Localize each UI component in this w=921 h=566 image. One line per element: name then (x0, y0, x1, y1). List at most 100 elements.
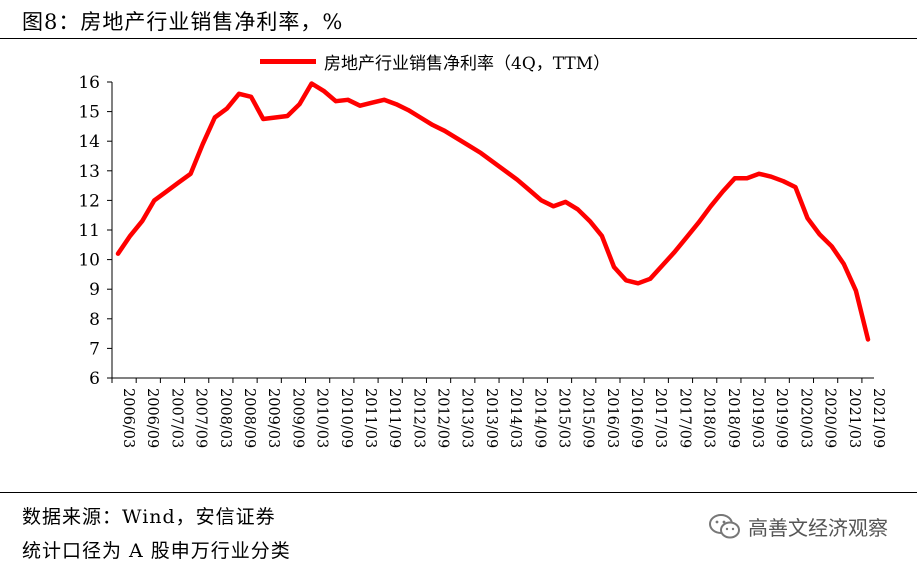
x-tick-label: 2008/09 (241, 388, 257, 448)
watermark: 高善文经济观察 (708, 512, 888, 541)
data-point (842, 262, 845, 266)
y-tick-label: 14 (78, 132, 100, 152)
x-tick-label: 2013/03 (459, 388, 475, 448)
x-tick-label: 2011/09 (386, 388, 402, 448)
data-point (419, 116, 422, 119)
data-point (431, 123, 434, 127)
data-point (806, 217, 809, 220)
data-point (794, 185, 797, 189)
x-tick-label: 2009/03 (265, 388, 281, 448)
data-point (395, 103, 398, 106)
data-point (274, 116, 277, 119)
data-point (685, 236, 688, 239)
wechat-icon (709, 513, 740, 538)
y-tick-label: 9 (89, 280, 100, 300)
x-tick-label: 2017/09 (676, 388, 692, 448)
x-tick-label: 2009/09 (289, 388, 305, 448)
x-tick-label: 2018/09 (725, 388, 741, 448)
data-point (346, 98, 350, 102)
legend: 房地产行业销售净利率（4Q，TTM） (260, 49, 610, 74)
data-point (116, 252, 120, 255)
y-tick-label: 11 (78, 221, 100, 241)
x-axis-ticks: 2006/03 2006/09 2007/03 2007/09 2008/03 2008/… (111, 378, 886, 448)
data-point (830, 245, 833, 248)
data-point (745, 177, 749, 180)
x-tick-label: 2015/03 (555, 388, 571, 448)
data-point (516, 178, 519, 181)
data-point (528, 188, 531, 192)
x-tick-label: 2021/09 (870, 388, 886, 448)
y-tick-label: 13 (78, 162, 100, 182)
y-tick-label: 16 (78, 73, 100, 93)
legend-swatch (260, 59, 316, 64)
axes (111, 82, 874, 379)
data-point (697, 221, 700, 224)
data-point (866, 338, 870, 341)
data-point (322, 89, 325, 93)
data-point (576, 208, 579, 211)
data-point (612, 265, 616, 269)
x-tick-label: 2012/03 (410, 388, 426, 448)
line-chart: 6 7 8 9 10 11 12 13 14 15 16 2006/03 2006/09 2007/03… (78, 73, 886, 448)
data-point (141, 219, 144, 223)
data-point (358, 104, 362, 107)
y-tick-label: 10 (78, 251, 100, 271)
series-layer (115, 81, 871, 342)
data-point (624, 279, 628, 282)
data-point (673, 251, 676, 254)
x-tick-label: 2020/03 (797, 388, 813, 448)
x-tick-label: 2007/09 (193, 388, 209, 448)
data-point (649, 277, 652, 280)
data-point (770, 175, 773, 178)
data-point (262, 117, 265, 121)
y-axis-ticks: 6 7 8 9 10 11 12 13 14 15 16 (78, 73, 112, 389)
top-rule (0, 38, 917, 39)
data-point (733, 177, 737, 180)
x-tick-label: 2006/03 (120, 388, 136, 448)
data-point (636, 282, 640, 285)
data-point (600, 234, 604, 238)
x-tick-label: 2011/03 (362, 388, 378, 448)
data-point (818, 233, 821, 236)
data-point (564, 200, 567, 204)
data-point (286, 114, 289, 118)
bottom-rule (0, 492, 917, 493)
data-point (552, 205, 555, 208)
x-tick-label: 2019/09 (773, 388, 789, 448)
data-point (491, 160, 495, 164)
data-point (225, 107, 229, 110)
data-point (479, 151, 483, 155)
x-tick-label: 2010/03 (314, 388, 330, 448)
x-tick-label: 2021/03 (846, 388, 862, 448)
y-tick-label: 8 (89, 310, 100, 330)
data-point (407, 108, 410, 112)
y-tick-label: 6 (89, 369, 100, 389)
data-point (757, 172, 761, 175)
x-tick-label: 2014/03 (507, 388, 523, 448)
data-point (128, 234, 132, 238)
y-tick-label: 15 (78, 103, 100, 123)
data-point (201, 143, 204, 146)
data-point (455, 137, 458, 140)
data-point (189, 172, 192, 175)
x-tick-label: 2010/09 (338, 388, 354, 448)
chart-title: 图8：房地产行业销售净利率，% (22, 10, 344, 34)
data-point (382, 98, 386, 102)
watermark-text: 高善文经济观察 (748, 516, 888, 540)
data-point (334, 100, 337, 103)
data-point (237, 92, 241, 96)
x-tick-label: 2015/09 (580, 388, 596, 448)
data-point (782, 180, 785, 183)
x-tick-label: 2016/03 (604, 388, 620, 448)
data-point (443, 129, 446, 132)
data-point (298, 103, 301, 106)
data-point (721, 190, 724, 193)
x-tick-label: 2020/09 (822, 388, 838, 448)
data-point (370, 101, 374, 104)
data-point (165, 190, 168, 193)
x-tick-label: 2019/03 (749, 388, 765, 448)
x-tick-label: 2014/09 (531, 388, 547, 448)
x-tick-label: 2012/09 (435, 388, 451, 448)
data-point (153, 199, 156, 202)
x-tick-label: 2008/03 (217, 388, 233, 448)
